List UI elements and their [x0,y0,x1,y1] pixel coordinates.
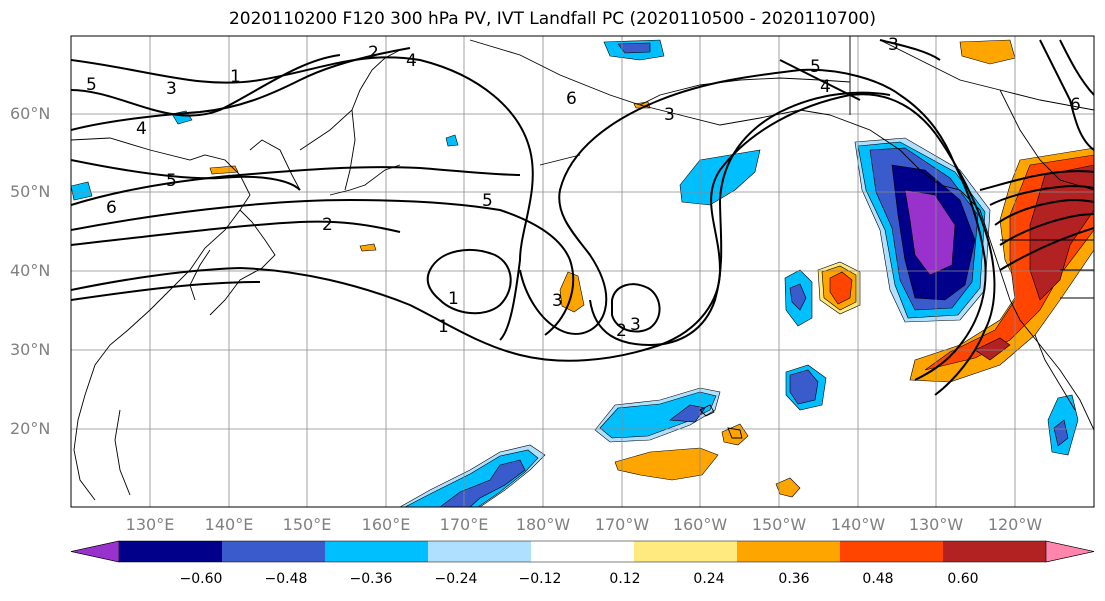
contour-label: 5 [86,75,97,95]
graticule [71,36,1094,507]
colorbar-bin [943,541,1046,562]
contour-label: 5 [810,57,821,77]
pv-contours [71,39,1094,396]
lat-label: 60°N [10,104,51,123]
colorbar-tick: −0.12 [518,571,562,587]
shade-neg-south2c [439,459,526,507]
shaded-field [71,39,1094,507]
contour-labels: 2 4 1 5 3 4 6 5 4 5 6 5 2 3 1 1 2 3 3 3 … [86,35,1081,341]
contour-label: 2 [368,43,379,63]
lon-label: 160°E [361,515,411,534]
colorbar-tick: −0.60 [179,571,223,587]
contour-label: 6 [106,198,117,218]
map-border [70,35,1095,508]
contour-label: 6 [1070,95,1081,115]
lon-label: 140°W [830,515,886,534]
lon-label: 180°W [515,515,571,534]
colorbar [70,540,1095,563]
colorbar-tick: 0.36 [778,571,810,587]
shade-neg-south1b [599,391,717,439]
shade-neg-west1 [71,181,93,201]
shade-neg-west3 [445,134,459,147]
contour-label: 1 [438,317,449,337]
contour-label: 1 [448,289,459,309]
shade-neg-purple [904,189,956,276]
colorbar-tick: 0.24 [693,571,725,587]
shade-pos-darkred-2 [974,337,1011,361]
lat-label: 20°N [10,419,51,438]
lon-label: 150°E [282,515,332,534]
colorbar-tick: 0.12 [609,571,641,587]
contour-label: 3 [888,35,899,55]
colorbar-extend-high [1045,540,1095,563]
colorbar-tick: −0.24 [434,571,478,587]
colorbar-bin [222,541,325,562]
lat-label: 40°N [10,261,51,280]
contour-label: 2 [616,321,627,341]
contour-label: 6 [566,89,577,109]
contour-label: 5 [166,171,177,191]
shade-neg-mid2b [789,369,819,405]
shade-pos-mid2c [829,271,853,305]
contour-label: 3 [664,105,675,125]
colorbar-tick: 0.60 [947,571,979,587]
lon-label: 160°W [672,515,728,534]
contour-label: 4 [406,51,417,71]
colorbar-bin [634,541,737,562]
contour-label: 4 [136,119,147,139]
contour-label: 5 [482,191,493,211]
lon-label: 150°W [751,515,807,534]
lat-label: 50°N [10,182,51,201]
colorbar-tick: −0.36 [349,571,393,587]
contour-label: 3 [166,79,177,99]
contour-label: 2 [322,215,333,235]
colorbar-bin [840,541,943,562]
lon-label: 170°E [439,515,489,534]
shade-neg-se-b [1053,419,1069,447]
colorbar-bin [531,541,634,562]
lon-label: 120°W [987,515,1043,534]
shade-neg-mid1b [789,283,807,311]
colorbar-extend-low [70,540,120,563]
lon-label: 140°E [204,515,254,534]
lon-label: 130°E [125,515,175,534]
shade-pos-orange-top [959,39,1016,65]
shade-pos-south3 [775,477,801,498]
shade-pos-west1 [209,165,239,175]
colorbar-tick: −0.48 [264,571,308,587]
contour-label: 3 [552,291,563,311]
contour-label: 4 [820,77,831,97]
colorbar-bin [737,541,840,562]
coastlines [71,36,1094,501]
shade-pos-south2 [721,423,749,446]
colorbar-tick: 0.48 [862,571,894,587]
colorbar-bin [325,541,428,562]
lon-label: 170°W [594,515,650,534]
lon-label: 130°W [908,515,964,534]
shade-pos-south1 [614,447,719,481]
contour-label: 1 [230,67,241,87]
shade-pos-west2 [359,243,377,252]
map-title: 2020110200 F120 300 hPa PV, IVT Landfall… [228,9,876,29]
shade-neg-top-b [617,42,651,54]
colorbar-bin [119,541,222,562]
colorbar-bin [428,541,531,562]
contour-label: 3 [630,315,641,335]
colorbar-outline [70,540,1095,563]
lat-label: 30°N [10,340,51,359]
